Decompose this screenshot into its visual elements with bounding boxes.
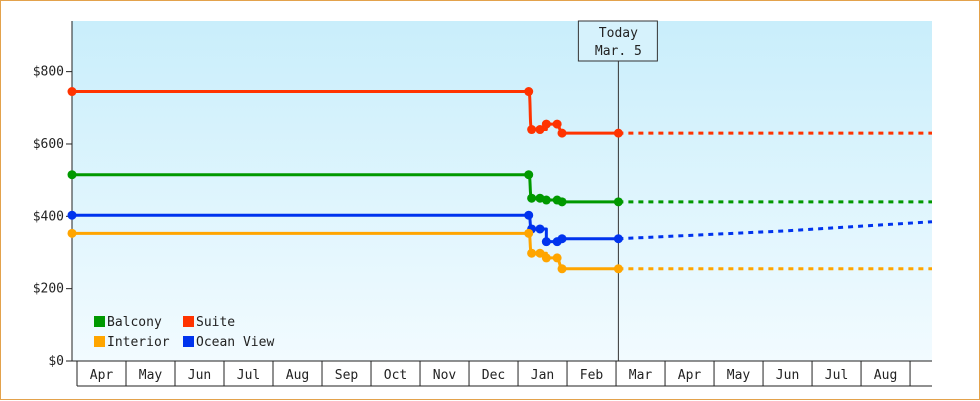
- x-tick-label: Jul: [825, 368, 848, 383]
- x-tick-label: Sep: [335, 368, 359, 383]
- x-tick-label: May: [727, 368, 751, 383]
- data-point-ocean-view: [535, 224, 545, 234]
- data-point-interior: [552, 253, 562, 263]
- legend-swatch-ocean-view: [183, 336, 194, 347]
- legend-label-suite: Suite: [196, 315, 235, 330]
- series-balcony: [67, 170, 932, 207]
- legend-swatch-suite: [183, 316, 194, 327]
- x-tick-label: Mar: [629, 368, 653, 383]
- legend-label-ocean-view: Ocean View: [196, 335, 274, 350]
- y-tick-label: $600: [33, 137, 64, 152]
- today-box: [577, 20, 658, 62]
- x-tick-label: Jan: [531, 368, 554, 383]
- plot-area: [72, 21, 932, 361]
- data-point-ocean-view: [524, 210, 534, 220]
- x-tick-label: May: [139, 368, 163, 383]
- data-point-ocean-view: [67, 210, 77, 220]
- data-point-interior: [67, 228, 77, 238]
- data-point-suite: [527, 125, 537, 135]
- y-tick-label: $400: [33, 209, 64, 224]
- data-point-suite: [613, 128, 623, 138]
- data-point-interior: [524, 228, 534, 238]
- x-tick-label: Apr: [678, 368, 702, 383]
- legend-swatch-balcony: [94, 316, 105, 327]
- data-point-interior: [613, 264, 623, 274]
- today-date: Mar. 5: [595, 44, 642, 59]
- data-point-balcony: [527, 193, 537, 203]
- data-point-suite: [524, 87, 534, 97]
- x-tick-label: Dec: [482, 368, 505, 383]
- data-point-suite: [67, 87, 77, 97]
- legend-label-interior: Interior: [107, 335, 170, 350]
- x-tick-label: Nov: [433, 368, 457, 383]
- x-tick-label: Jun: [776, 368, 799, 383]
- data-point-suite: [552, 119, 562, 129]
- series-suite: [67, 87, 932, 138]
- data-point-balcony: [541, 195, 551, 205]
- data-point-balcony: [613, 197, 623, 207]
- x-tick-label: Oct: [384, 368, 407, 383]
- data-point-balcony: [67, 170, 77, 180]
- y-tick-label: $200: [33, 282, 64, 297]
- data-point-suite: [535, 125, 545, 135]
- data-point-interior: [541, 253, 551, 263]
- x-tick-label: Aug: [286, 368, 309, 383]
- series-ocean-view: [67, 210, 933, 247]
- legend-swatch-interior: [94, 336, 105, 347]
- data-point-ocean-view: [541, 237, 551, 247]
- axis-ticks: $0 $200 $400 $600 $800 Apr May Jun Jul Aug Sep Oct N…: [33, 65, 911, 386]
- data-point-ocean-view: [557, 234, 567, 244]
- series-group: [67, 87, 933, 274]
- legend: Balcony Suite Interior Ocean View: [94, 315, 274, 350]
- y-tick-label: $800: [33, 65, 64, 80]
- x-tick-label: Aug: [874, 368, 897, 383]
- today-title: Today: [599, 26, 638, 41]
- x-tick-label: Feb: [580, 368, 604, 383]
- legend-label-balcony: Balcony: [107, 315, 162, 330]
- x-tick-label: Jul: [237, 368, 260, 383]
- data-point-interior: [527, 248, 537, 258]
- data-point-suite: [557, 128, 567, 138]
- data-point-suite: [541, 119, 551, 129]
- x-tick-label: Apr: [90, 368, 114, 383]
- series-interior: [67, 228, 932, 274]
- data-point-balcony: [557, 197, 567, 207]
- y-tick-label: $0: [48, 354, 64, 369]
- x-tick-label: Jun: [188, 368, 211, 383]
- today-marker: Today Mar. 5: [577, 20, 658, 361]
- data-point-ocean-view: [613, 234, 623, 244]
- axes: [71, 21, 932, 387]
- data-point-balcony: [524, 170, 534, 180]
- data-point-interior: [535, 248, 545, 258]
- data-point-interior: [557, 264, 567, 274]
